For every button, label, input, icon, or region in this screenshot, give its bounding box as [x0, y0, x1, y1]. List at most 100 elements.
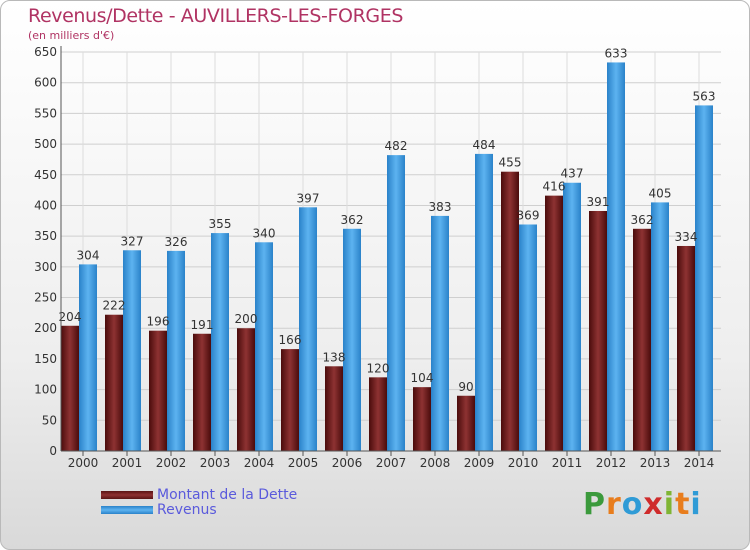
bar-revenus-2013 — [651, 202, 669, 451]
axis-layer: 0501001502002503003504004505005506006502… — [34, 45, 721, 470]
data-label-dette-2004: 200 — [235, 312, 258, 326]
bar-dette-2000 — [61, 325, 79, 451]
bar-dette-2009 — [457, 395, 475, 451]
data-label-revenus-2003: 355 — [209, 217, 232, 231]
y-tick-label-450: 450 — [34, 168, 57, 182]
chart-title: Revenus/Dette - AUVILLERS-LES-FORGES — [28, 5, 403, 27]
data-label-revenus-2002: 326 — [165, 235, 188, 249]
data-label-dette-2012: 391 — [587, 195, 610, 209]
y-tick-label-0: 0 — [49, 444, 57, 458]
logo-letter-6: i — [690, 487, 702, 522]
bar-dette-2001 — [105, 314, 123, 451]
x-tick-label-2013: 2013 — [640, 456, 671, 470]
value-labels-layer: 204 304 222 327 196 326 191 355 200 340 166 397 138 3… — [59, 46, 716, 393]
bar-dette-2005 — [281, 349, 299, 451]
bars-layer — [61, 62, 713, 452]
data-label-revenus-2004: 340 — [253, 226, 276, 240]
logo-letter-4: i — [663, 487, 676, 522]
data-label-revenus-2009: 484 — [473, 138, 496, 152]
bar-dette-2011 — [545, 195, 563, 451]
data-label-revenus-2011: 437 — [561, 167, 584, 181]
y-tick-label-250: 250 — [34, 291, 57, 305]
y-tick-label-150: 150 — [34, 352, 57, 366]
data-label-dette-2009: 90 — [458, 380, 473, 394]
x-tick-label-2012: 2012 — [596, 456, 627, 470]
bar-revenus-2012 — [607, 62, 625, 451]
bar-revenus-2011 — [563, 182, 581, 451]
data-label-dette-2010: 455 — [499, 156, 522, 170]
x-tick-label-2005: 2005 — [288, 456, 319, 470]
bar-revenus-2002 — [167, 250, 185, 451]
data-label-dette-2011: 416 — [543, 180, 566, 194]
bar-revenus-2000 — [79, 264, 97, 451]
bar-dette-2012 — [589, 210, 607, 451]
data-label-revenus-2010: 369 — [517, 208, 540, 222]
bar-dette-2002 — [149, 330, 167, 451]
x-tick-label-2000: 2000 — [68, 456, 99, 470]
bar-revenus-2003 — [211, 233, 229, 451]
data-label-revenus-2001: 327 — [121, 234, 144, 248]
data-label-dette-2003: 191 — [191, 318, 214, 332]
x-tick-label-2014: 2014 — [684, 456, 715, 470]
x-tick-label-2007: 2007 — [376, 456, 407, 470]
data-label-revenus-2000: 304 — [77, 248, 100, 262]
proxiti-logo: Proxiti — [583, 487, 702, 522]
data-label-revenus-2014: 563 — [693, 89, 716, 103]
data-label-dette-2013: 362 — [631, 213, 654, 227]
y-tick-label-500: 500 — [34, 137, 57, 151]
data-label-revenus-2012: 633 — [605, 46, 628, 60]
logo-letter-5: t — [675, 487, 691, 522]
data-label-revenus-2007: 482 — [385, 139, 408, 153]
bar-revenus-2004 — [255, 242, 273, 451]
data-label-dette-2005: 166 — [279, 333, 302, 347]
data-label-revenus-2008: 383 — [429, 200, 452, 214]
y-tick-label-650: 650 — [34, 45, 57, 59]
legend-swatch-dette — [101, 491, 153, 499]
logo-letter-0: P — [583, 487, 606, 522]
data-label-revenus-2005: 397 — [297, 191, 320, 205]
x-tick-label-2010: 2010 — [508, 456, 539, 470]
x-tick-label-2004: 2004 — [244, 456, 275, 470]
data-label-dette-2006: 138 — [323, 350, 346, 364]
bar-dette-2004 — [237, 328, 255, 451]
y-tick-label-600: 600 — [34, 76, 57, 90]
bar-dette-2003 — [193, 333, 211, 451]
bar-revenus-2001 — [123, 250, 141, 451]
bar-revenus-2014 — [695, 105, 713, 452]
logo-letter-3: x — [643, 487, 664, 522]
y-tick-label-100: 100 — [34, 383, 57, 397]
legend-label-revenus: Revenus — [157, 502, 217, 518]
x-tick-label-2001: 2001 — [112, 456, 143, 470]
bar-revenus-2010 — [519, 224, 537, 451]
bar-revenus-2009 — [475, 153, 493, 451]
bar-dette-2007 — [369, 377, 387, 451]
x-tick-label-2003: 2003 — [200, 456, 231, 470]
data-label-revenus-2006: 362 — [341, 213, 364, 227]
logo-letter-1: r — [606, 487, 622, 522]
bar-dette-2006 — [325, 366, 343, 451]
data-label-dette-2000: 204 — [59, 310, 82, 324]
bar-revenus-2006 — [343, 228, 361, 451]
bar-revenus-2008 — [431, 215, 449, 451]
bar-dette-2010 — [501, 171, 519, 451]
y-tick-label-550: 550 — [34, 106, 57, 120]
data-label-dette-2014: 334 — [675, 230, 698, 244]
bar-revenus-2007 — [387, 155, 405, 451]
bar-revenus-2005 — [299, 207, 317, 451]
bar-dette-2013 — [633, 228, 651, 451]
logo-letter-2: o — [621, 487, 644, 522]
data-label-dette-2008: 104 — [411, 371, 434, 385]
x-tick-label-2008: 2008 — [420, 456, 451, 470]
legend-swatch-revenus — [101, 506, 153, 514]
data-label-dette-2001: 222 — [103, 299, 126, 313]
x-tick-label-2006: 2006 — [332, 456, 363, 470]
legend-label-dette: Montant de la Dette — [157, 487, 298, 503]
y-tick-label-400: 400 — [34, 198, 57, 212]
y-tick-label-300: 300 — [34, 260, 57, 274]
y-tick-label-200: 200 — [34, 321, 57, 335]
x-tick-label-2002: 2002 — [156, 456, 187, 470]
data-label-revenus-2013: 405 — [649, 186, 672, 200]
y-tick-label-350: 350 — [34, 229, 57, 243]
